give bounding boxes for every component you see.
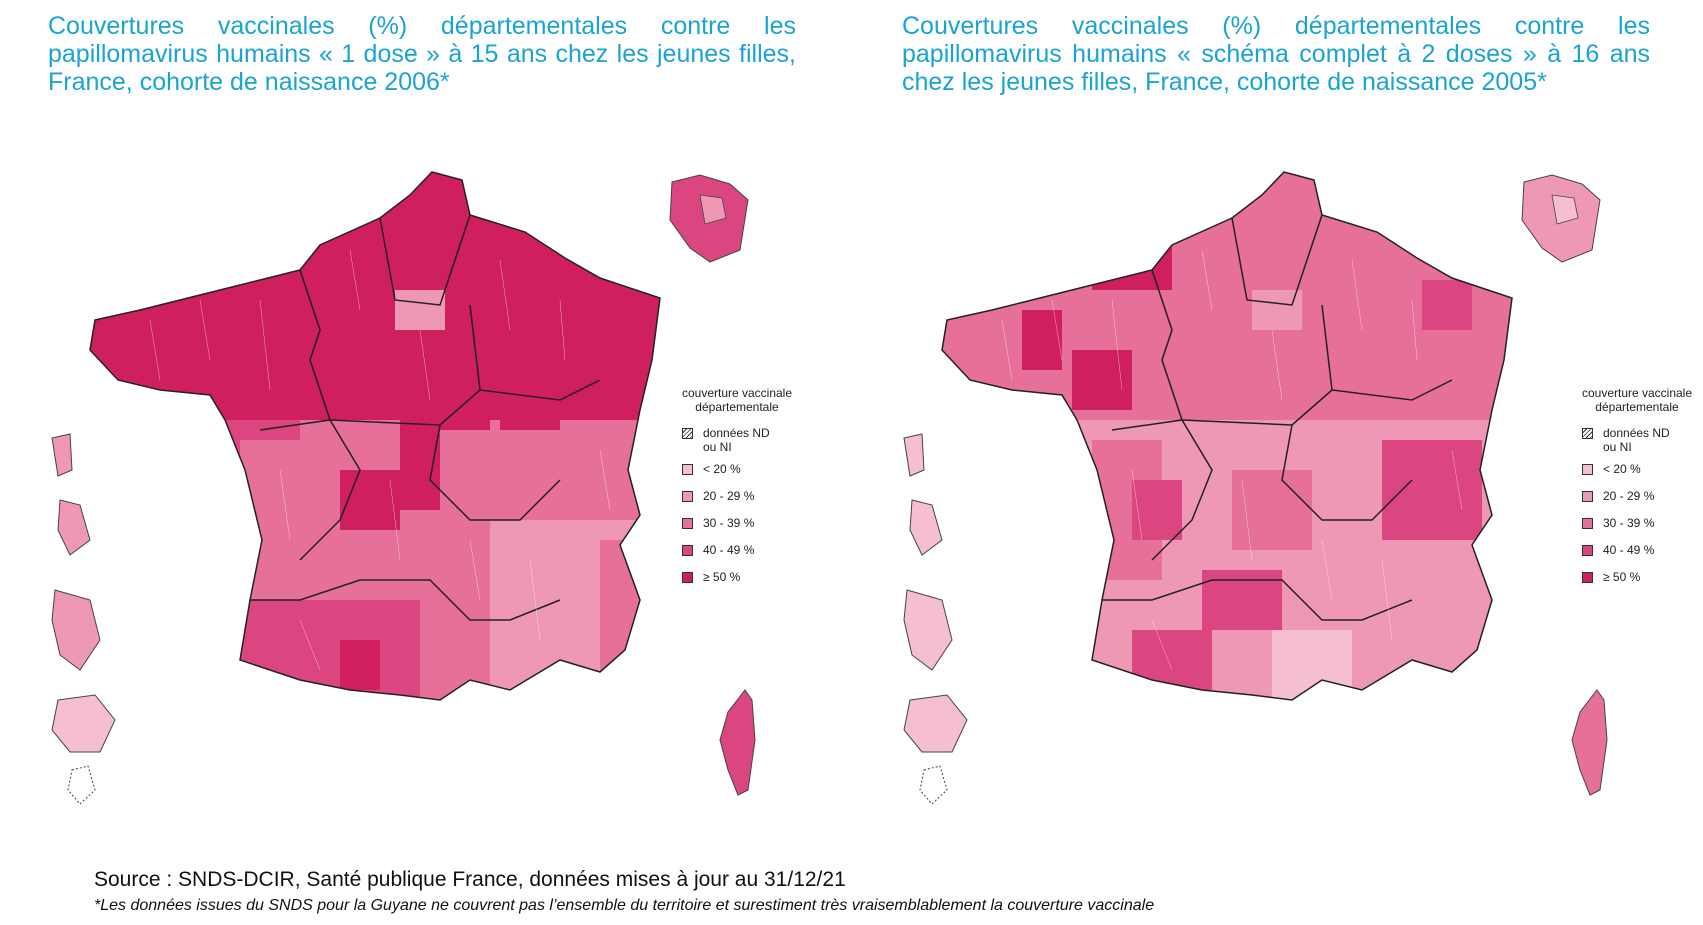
legend-item-lt20: < 20 % <box>1582 462 1703 489</box>
legend-swatch <box>682 491 693 502</box>
map-title-1dose: Couvertures vaccinales (%) départemental… <box>48 12 796 96</box>
choropleth-map-1dose <box>51 171 756 805</box>
map-title-2doses: Couvertures vaccinales (%) départemental… <box>902 12 1650 96</box>
footnote-text: *Les données issues du SNDS pour la Guya… <box>94 897 1155 914</box>
legend-swatch <box>1582 491 1593 502</box>
legend-swatch <box>1582 464 1593 475</box>
legend-swatch <box>682 518 693 529</box>
legend-item-30-39: 30 - 39 % <box>1582 516 1703 543</box>
map-panel-2doses: Couvertures vaccinales (%) départemental… <box>852 0 1703 840</box>
legend-item-ge50: ≥ 50 % <box>1582 570 1703 597</box>
legend-item-40-49: 40 - 49 % <box>1582 543 1703 570</box>
legend-swatch <box>682 572 693 583</box>
legend-swatch <box>1582 518 1593 529</box>
legend-item-20-29: 20 - 29 % <box>1582 489 1703 516</box>
choropleth-map-2doses <box>903 171 1608 805</box>
legend-1dose: couverture vaccinale départementale donn… <box>652 386 822 597</box>
legend-title: couverture vaccinale départementale <box>1581 386 1693 414</box>
legend-title: couverture vaccinale départementale <box>681 386 793 414</box>
legend-item-lt20: < 20 % <box>682 462 822 489</box>
legend-swatch <box>1582 545 1593 556</box>
legend-item-nd: données ND ou NI <box>682 426 822 462</box>
legend-item-30-39: 30 - 39 % <box>682 516 822 543</box>
legend-swatch <box>682 545 693 556</box>
legend-swatch <box>1582 428 1593 439</box>
source-text: Source : SNDS-DCIR, Santé publique Franc… <box>94 868 846 891</box>
legend-swatch <box>682 464 693 475</box>
legend-swatch <box>682 428 693 439</box>
legend-swatch <box>1582 572 1593 583</box>
map-panel-1dose: Couvertures vaccinales (%) départemental… <box>0 0 851 840</box>
legend-item-nd: données ND ou NI <box>1582 426 1703 462</box>
legend-item-20-29: 20 - 29 % <box>682 489 822 516</box>
legend-item-ge50: ≥ 50 % <box>682 570 822 597</box>
legend-item-40-49: 40 - 49 % <box>682 543 822 570</box>
legend-2doses: couverture vaccinale départementale donn… <box>1552 386 1703 597</box>
